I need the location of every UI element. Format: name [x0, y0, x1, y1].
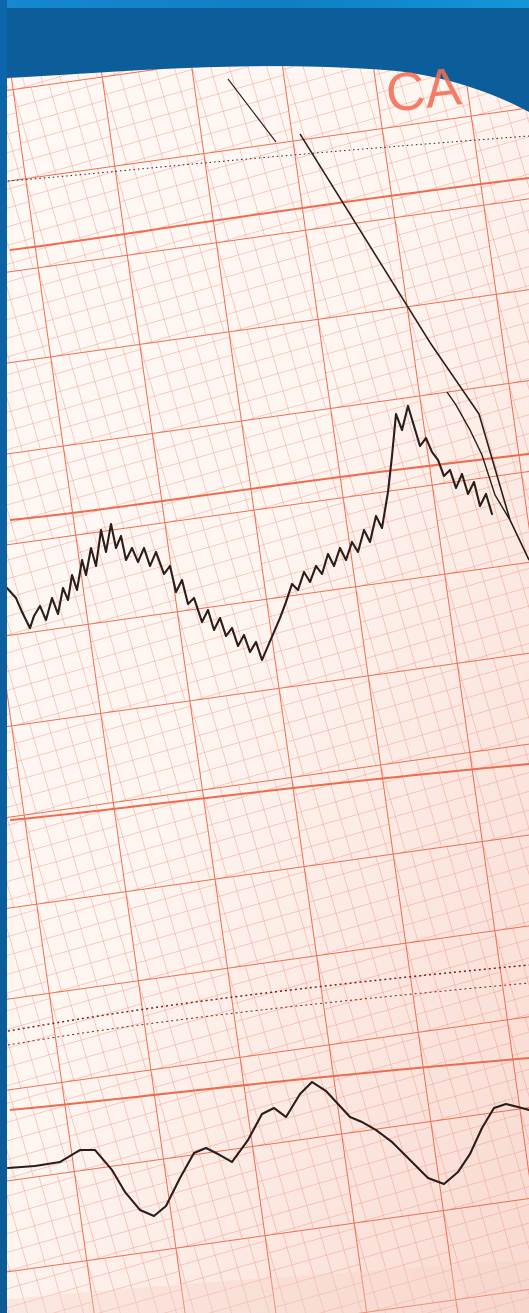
top-blue-band	[0, 0, 529, 8]
left-blue-edge	[0, 0, 7, 1313]
chart-header-text: CA	[383, 56, 464, 124]
